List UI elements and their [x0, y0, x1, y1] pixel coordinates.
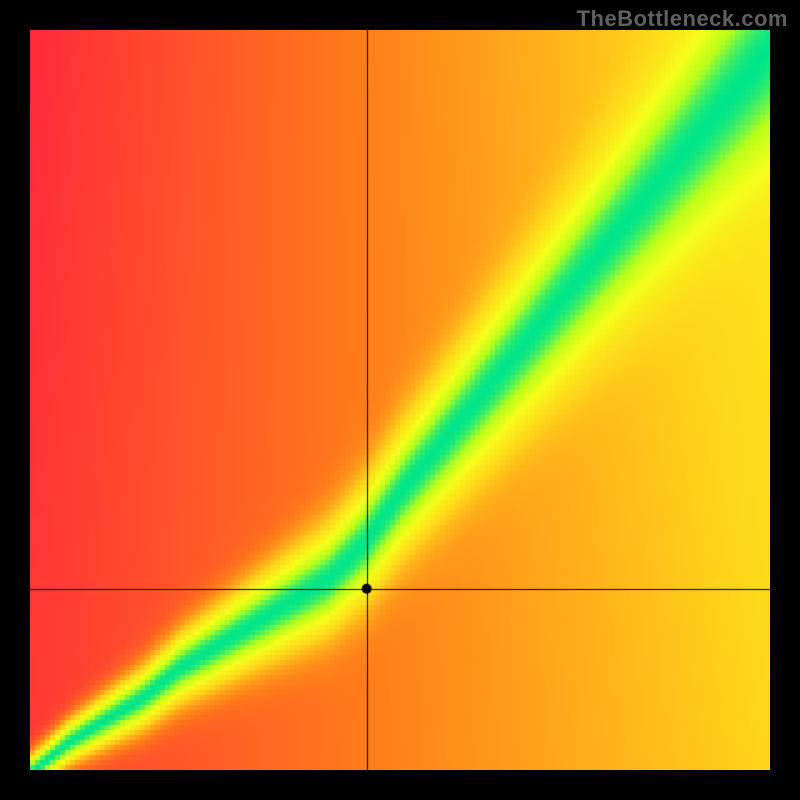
watermark-text: TheBottleneck.com [577, 6, 788, 32]
chart-frame [0, 0, 800, 800]
crosshair-overlay [30, 30, 770, 770]
